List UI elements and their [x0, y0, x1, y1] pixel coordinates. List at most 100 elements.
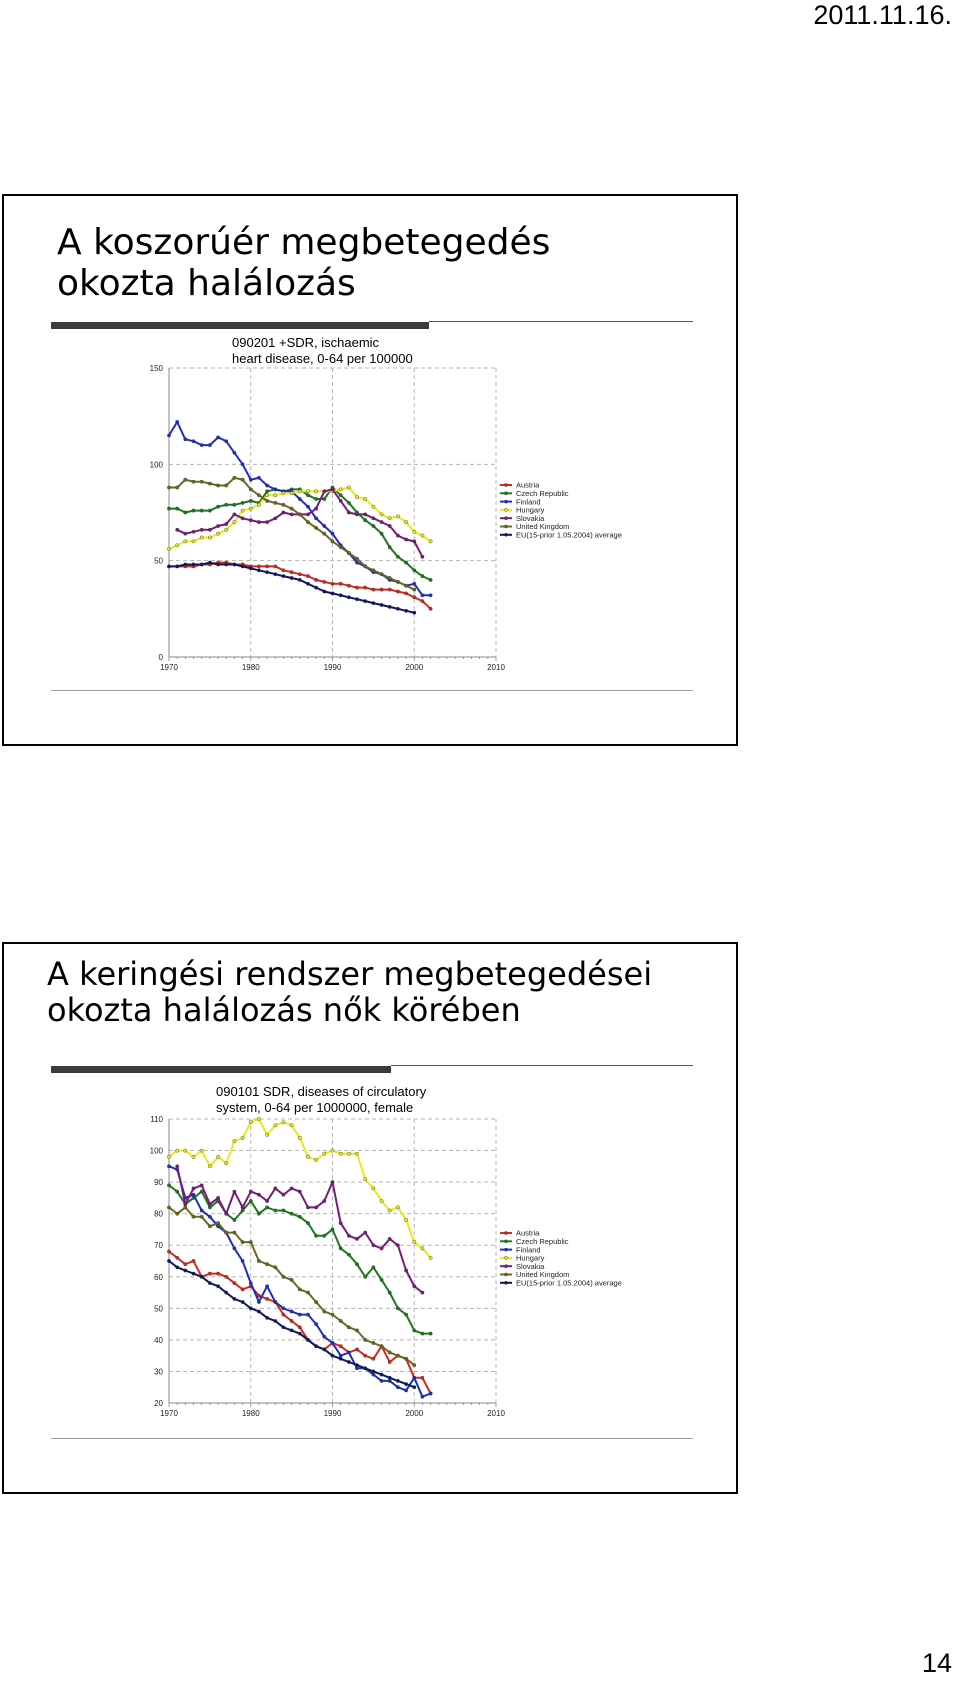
data-point [338, 1356, 343, 1361]
data-point [306, 489, 310, 494]
data-point [306, 1290, 310, 1295]
data-point [232, 520, 237, 524]
data-point [379, 1378, 384, 1383]
legend-item: Czech Republic [500, 489, 569, 498]
data-point [371, 516, 376, 521]
data-point [248, 1281, 253, 1285]
data-point [404, 1218, 408, 1222]
data-point [191, 539, 196, 544]
data-point [297, 1214, 302, 1219]
data-point [240, 500, 245, 505]
chart-circulatory-diseases-female: 090101 SDR, diseases of circulatorysyste… [150, 1084, 622, 1418]
data-point [265, 1262, 269, 1267]
data-point [224, 1290, 229, 1295]
data-point [346, 1233, 351, 1238]
data-point [346, 500, 351, 505]
data-point [256, 568, 261, 573]
data-point [379, 1199, 384, 1203]
data-point [379, 587, 384, 592]
data-point [355, 597, 359, 602]
x-tick-label: 1970 [160, 663, 178, 672]
data-point [183, 531, 188, 536]
data-point [207, 443, 212, 448]
data-point [191, 508, 196, 513]
legend-item: Slovakia [500, 514, 545, 523]
data-point [371, 1243, 376, 1248]
data-point [199, 1183, 204, 1188]
data-point [265, 483, 269, 488]
data-point [232, 475, 237, 480]
data-point [167, 1154, 171, 1159]
data-point [338, 487, 343, 492]
series-hungary [167, 485, 433, 551]
data-point [183, 437, 188, 442]
data-point [281, 502, 286, 507]
data-point [191, 1192, 196, 1197]
data-point [216, 483, 221, 488]
chart-title: 090101 SDR, diseases of circulatory [216, 1084, 427, 1099]
data-point [404, 1356, 408, 1361]
data-point [216, 504, 221, 509]
legend-marker [504, 499, 508, 504]
data-point [322, 489, 327, 494]
legend-marker [504, 483, 508, 487]
data-point [224, 522, 229, 526]
data-point [379, 1372, 384, 1377]
data-point [232, 1189, 237, 1194]
data-point [371, 601, 376, 605]
data-point [338, 581, 343, 586]
data-point [428, 539, 433, 544]
data-point [428, 1331, 433, 1336]
data-point [371, 587, 376, 592]
data-point [167, 433, 171, 438]
data-point [265, 1315, 269, 1320]
data-point [404, 1382, 408, 1386]
data-point [379, 603, 384, 607]
data-point [273, 493, 278, 498]
data-point [167, 1164, 171, 1169]
legend-marker [504, 1231, 508, 1235]
data-point [240, 1300, 245, 1304]
legend-label: Hungary [516, 1254, 545, 1263]
data-point [428, 1255, 433, 1260]
data-point [363, 585, 368, 590]
data-point [314, 1158, 318, 1162]
legend-label: United Kingdom [516, 522, 569, 531]
data-point [175, 1255, 180, 1260]
data-point [314, 585, 318, 590]
legend-marker [504, 508, 508, 512]
data-point [363, 497, 368, 501]
data-point [191, 529, 196, 534]
data-point [273, 487, 278, 492]
data-point [346, 583, 351, 588]
data-point [199, 1208, 204, 1213]
data-point [387, 516, 392, 521]
data-point [420, 1290, 425, 1295]
legend-label: Czech Republic [516, 1237, 569, 1246]
data-point [281, 1306, 286, 1311]
data-point [240, 508, 245, 513]
data-point [314, 525, 318, 530]
data-point [379, 1344, 384, 1349]
data-point [322, 1233, 327, 1238]
data-point [395, 533, 400, 538]
data-point [387, 1350, 392, 1355]
data-point [322, 1334, 327, 1339]
slide-title: A keringési rendszer megbetegedései okoz… [47, 955, 653, 1030]
y-tick-label: 50 [154, 1304, 163, 1313]
data-point [322, 1151, 327, 1156]
data-point [412, 1328, 417, 1333]
legend-marker [504, 1264, 508, 1269]
data-point [412, 539, 417, 544]
data-point [248, 1189, 253, 1194]
data-point [232, 1296, 237, 1301]
data-point [183, 510, 188, 515]
data-point [404, 520, 408, 524]
data-point [387, 1375, 392, 1380]
legend-item: Austria [500, 481, 540, 490]
data-point [371, 1356, 376, 1361]
data-point [281, 574, 286, 578]
data-point [412, 1385, 417, 1390]
data-point [273, 500, 278, 505]
data-point [387, 1290, 392, 1295]
